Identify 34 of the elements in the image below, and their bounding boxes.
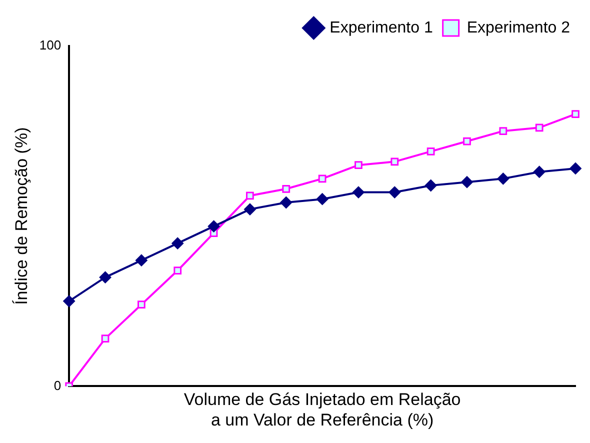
point	[63, 295, 76, 308]
point	[463, 137, 471, 146]
point	[99, 271, 112, 284]
x-axis-title: Volume de Gás Injetado em Relação a um Valor de Referência (%)	[184, 390, 461, 430]
point	[282, 184, 290, 193]
point	[570, 162, 582, 174]
point	[497, 172, 510, 185]
point	[424, 179, 437, 192]
point	[426, 148, 435, 156]
point	[246, 192, 254, 200]
point	[533, 166, 546, 178]
point	[352, 186, 364, 198]
point	[101, 334, 110, 343]
legend-label: Experimento 1	[330, 19, 433, 36]
point	[460, 176, 473, 188]
point	[316, 193, 328, 206]
point	[208, 220, 220, 232]
point	[354, 161, 362, 169]
y-axis-title: Índice de Remoção (%)	[12, 127, 31, 305]
point	[318, 174, 326, 183]
point	[244, 203, 256, 216]
point	[172, 237, 184, 250]
y-tick-label: 100	[39, 38, 62, 53]
point	[499, 127, 508, 135]
y-tick-label: 0	[54, 378, 62, 393]
point	[280, 196, 292, 208]
legend-label: Experimento 2	[466, 19, 570, 36]
point	[174, 266, 182, 274]
point	[390, 158, 399, 166]
point	[135, 254, 148, 266]
point	[388, 186, 401, 198]
point	[572, 110, 580, 118]
point	[535, 124, 544, 132]
point	[138, 300, 146, 308]
